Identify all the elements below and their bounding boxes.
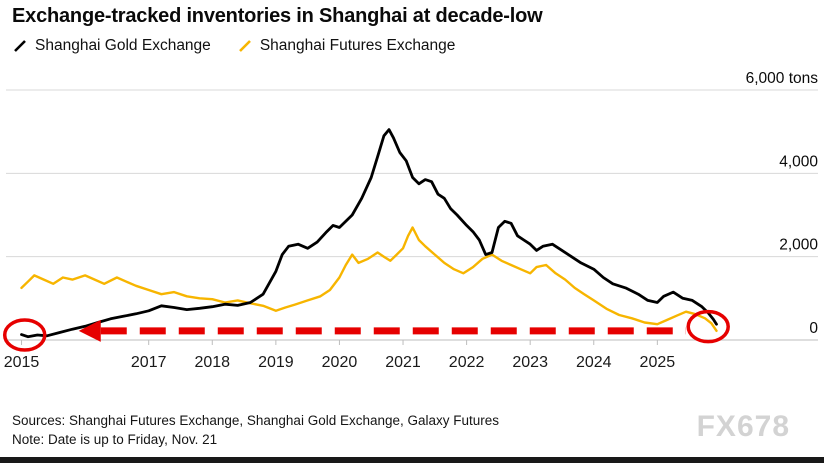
- chart-svg: 0 2,000 4,000 6,000 tons 2015 2017 2018 2019 202…: [2, 70, 819, 371]
- bottom-bar: [0, 457, 824, 463]
- x-tick-label: 2020: [322, 354, 358, 371]
- legend: Shanghai Gold Exchange Shanghai Futures …: [12, 37, 455, 55]
- series-line-shanghai-gold-exchange: [20, 128, 718, 339]
- x-tick-label: 2018: [194, 354, 230, 371]
- sources-line: Sources: Shanghai Futures Exchange, Shan…: [12, 413, 500, 428]
- chart-title: Exchange-tracked inventories in Shanghai…: [12, 5, 543, 27]
- x-tick-label: 2017: [131, 354, 167, 371]
- series-line-shanghai-futures-exchange: [20, 226, 718, 332]
- line-swatch-icon: [238, 40, 251, 52]
- legend-label: Shanghai Futures Exchange: [259, 37, 456, 54]
- y-tick-label: 2,000: [779, 237, 818, 254]
- y-tick-label: 0: [809, 320, 818, 337]
- x-tick-label: 2015: [4, 354, 40, 371]
- note-line: Note: Date is up to Friday, Nov. 21: [12, 432, 218, 447]
- x-tick-label: 2021: [385, 354, 421, 371]
- x-tick-label: 2023: [512, 354, 548, 371]
- y-tick-label: 6,000 tons: [746, 70, 819, 87]
- watermark: FX678: [696, 410, 790, 443]
- chart-footer: Sources: Shanghai Futures Exchange, Shan…: [12, 411, 499, 449]
- x-tick-label: 2022: [449, 354, 485, 371]
- legend-glyph-line: [238, 40, 251, 52]
- legend-item-futures-exchange: Shanghai Futures Exchange: [237, 37, 456, 55]
- legend-glyph-line: [14, 40, 26, 52]
- x-tick-label: 2019: [258, 354, 294, 371]
- x-tick-label: 2025: [640, 354, 676, 371]
- y-tick-label: 4,000: [779, 153, 818, 170]
- annotation-circle: [686, 309, 730, 344]
- trend-arrow-head: [78, 319, 101, 342]
- line-swatch-icon: [14, 40, 26, 52]
- legend-label: Shanghai Gold Exchange: [35, 37, 211, 54]
- annotation-circle: [2, 318, 47, 352]
- x-tick-label: 2024: [576, 354, 612, 371]
- legend-item-gold-exchange: Shanghai Gold Exchange: [12, 37, 211, 55]
